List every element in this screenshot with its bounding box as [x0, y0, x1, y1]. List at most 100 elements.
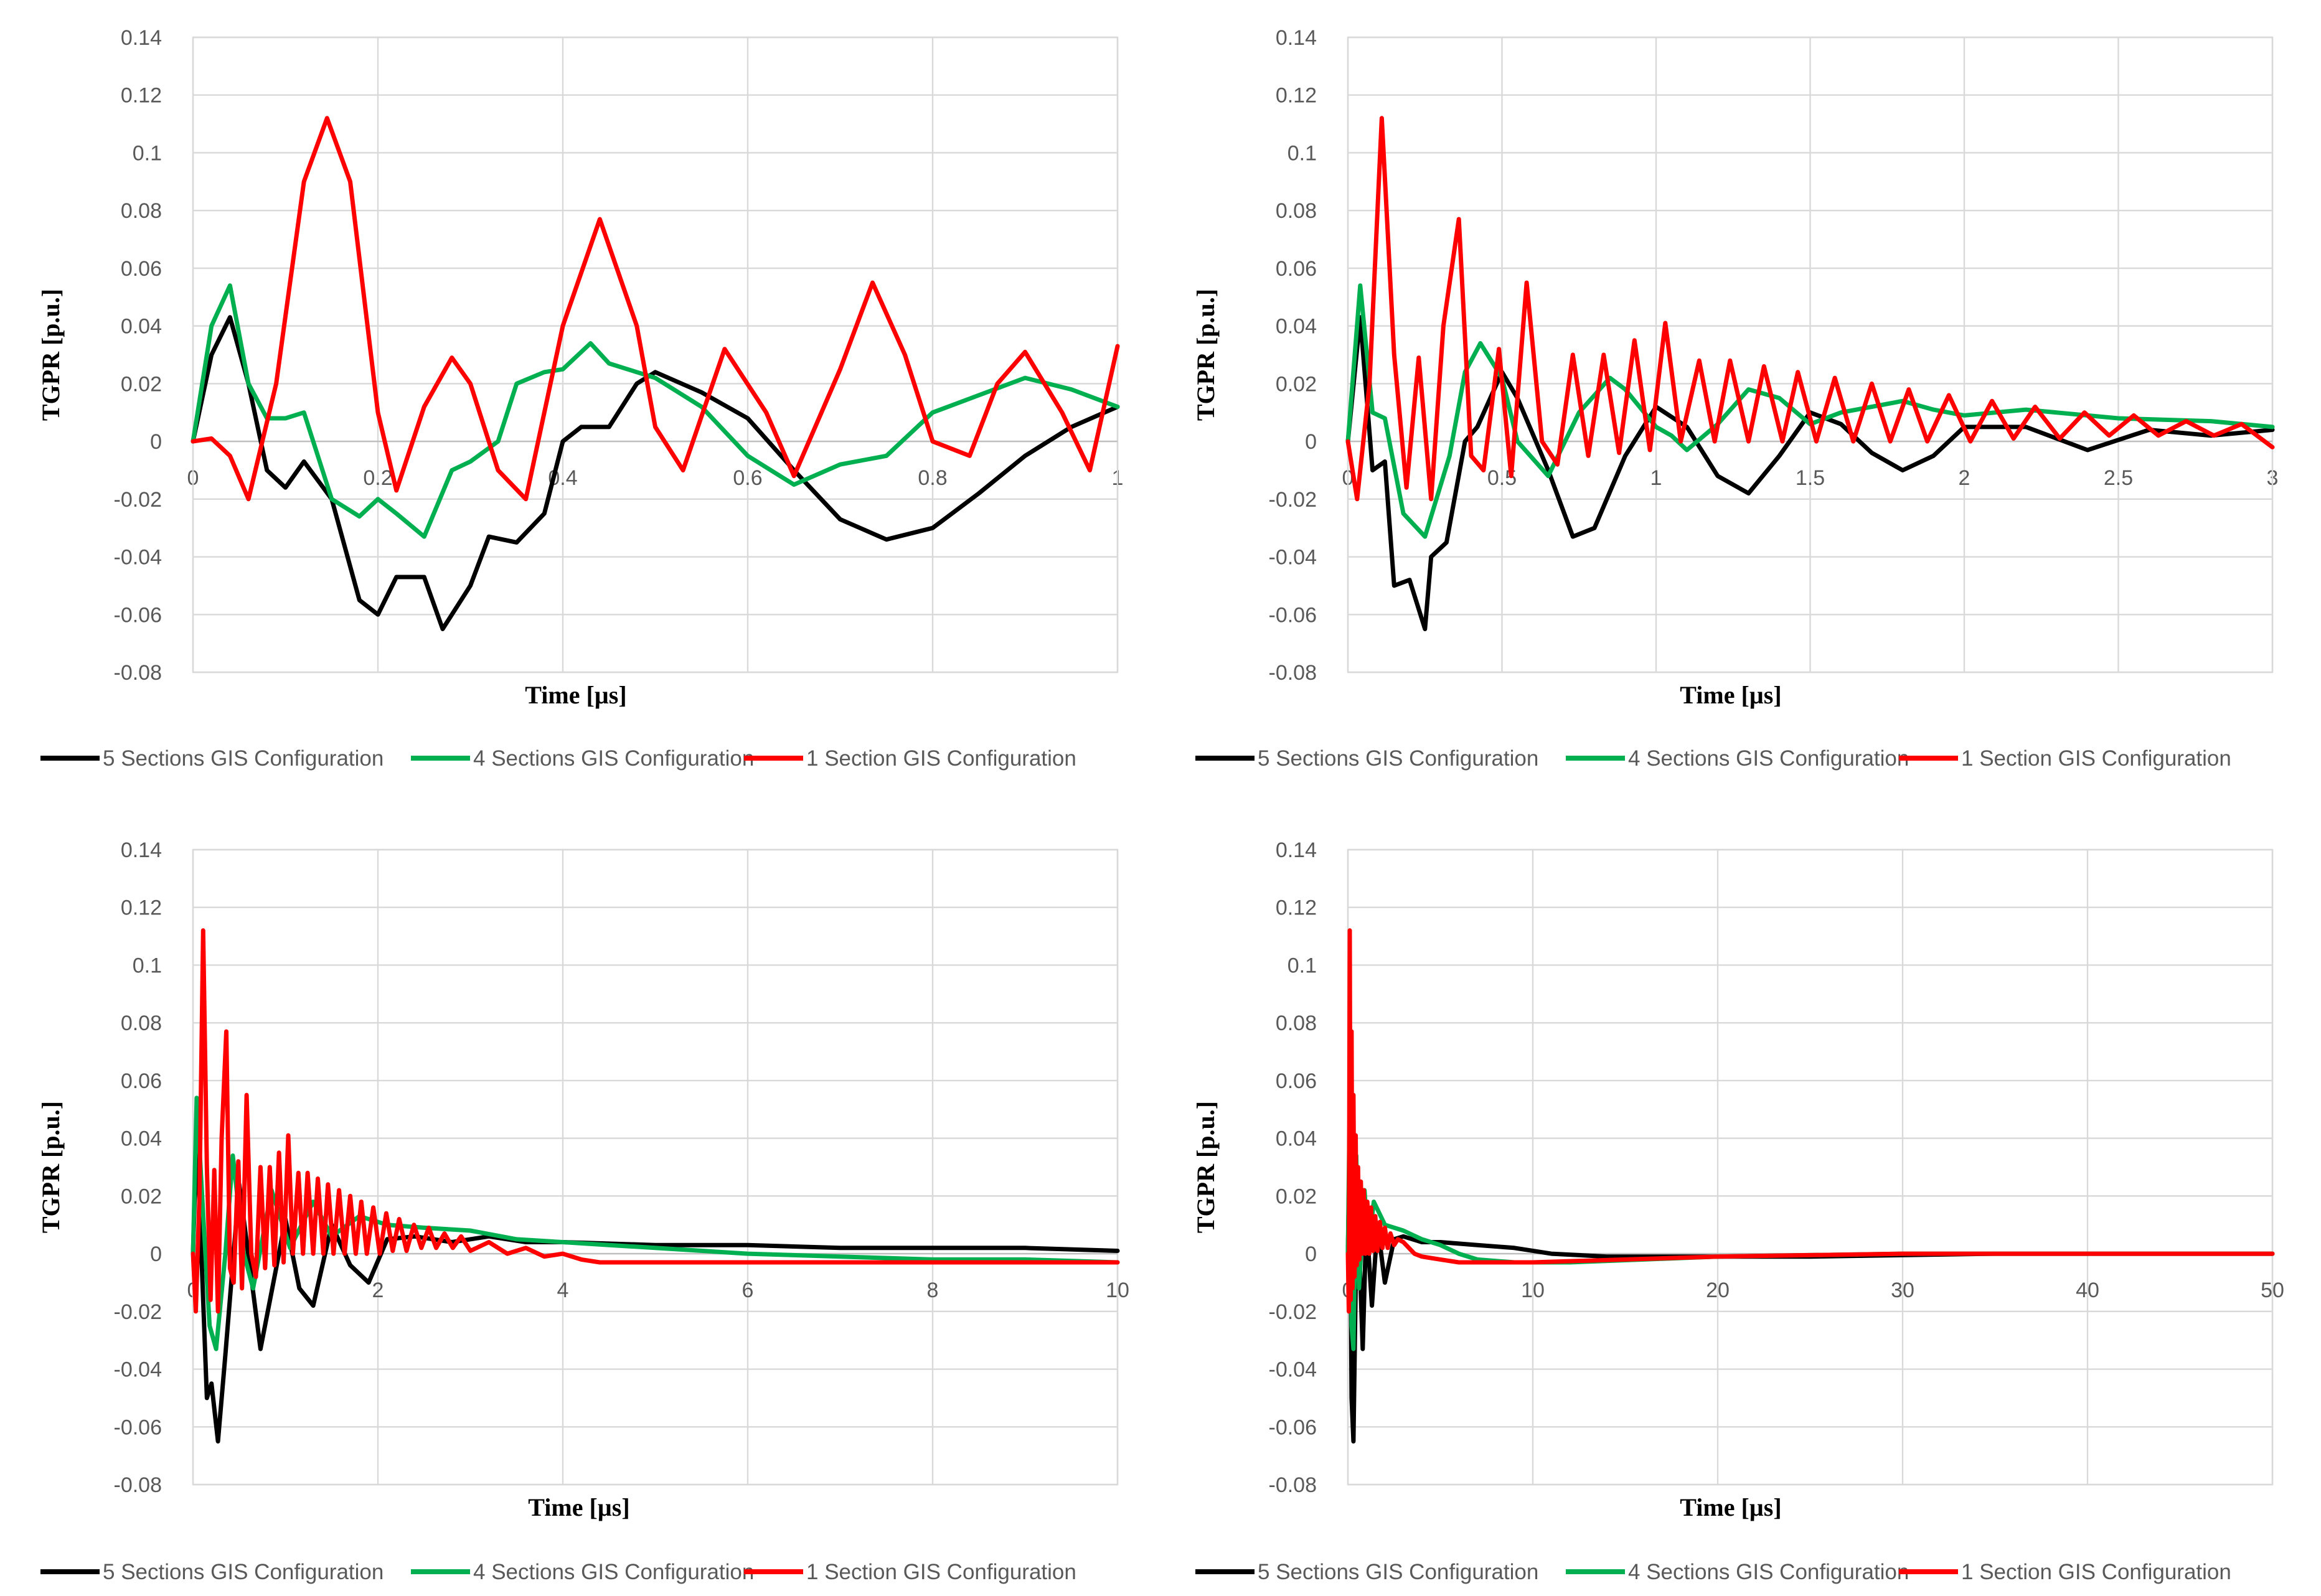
y-tick-label: 0.14 — [121, 26, 162, 50]
series-line-3 — [1345, 116, 2275, 502]
y-tick-label: 0.1 — [1288, 141, 1317, 165]
series-line-3 — [191, 116, 1120, 502]
legend-label: 1 Section GIS Configuration — [806, 746, 1076, 771]
y-tick-label: -0.06 — [1269, 1415, 1317, 1439]
y-tick-label: 0.08 — [121, 1012, 162, 1035]
series-line-1 — [191, 1127, 1120, 1443]
series-line-1 — [1345, 1127, 2275, 1443]
y-tick-label: 0.04 — [121, 315, 162, 339]
y-tick-label: 0.06 — [121, 1069, 162, 1093]
y-tick-label: 0.14 — [1276, 838, 1317, 862]
x-tick-label: 30 — [1891, 1279, 1914, 1302]
series-line-1 — [1345, 315, 2275, 631]
chart-panel-1: 0.14 0.12 0.1 0.08 0.06 0.04 0.02 0 -0.02 -0.04 -0… — [37, 26, 1123, 771]
plot-area — [1347, 848, 2274, 1486]
x-axis-title: Time [µs] — [1680, 681, 1781, 709]
legend-label: 4 Sections GIS Configuration — [473, 746, 754, 771]
x-tick-label: 1.5 — [1796, 466, 1825, 490]
y-tick-label: 0.12 — [1276, 84, 1317, 108]
legend-label: 5 Sections GIS Configuration — [103, 746, 384, 771]
y-tick-label: -0.04 — [1269, 546, 1317, 570]
y-axis-title: TGPR [p.u.] — [1192, 1101, 1220, 1233]
x-tick-label: 40 — [2076, 1279, 2099, 1302]
x-tick-label: 0.6 — [733, 466, 762, 490]
y-tick-label: 0.02 — [121, 372, 162, 396]
y-tick-label: 0.04 — [121, 1127, 162, 1151]
y-tick-label: 0 — [150, 430, 162, 454]
legend: 5 Sections GIS Configuration 4 Sections G… — [40, 746, 1076, 771]
legend-label: 1 Section GIS Configuration — [1961, 746, 2231, 771]
y-tick-label: 0.02 — [121, 1185, 162, 1208]
x-tick-label: 6 — [742, 1279, 754, 1302]
series-line-3 — [1345, 928, 2275, 1314]
y-tick-label: 0.06 — [121, 257, 162, 281]
y-tick-label: -0.02 — [114, 488, 162, 512]
x-tick-label: 0.8 — [918, 466, 947, 490]
series-line-3 — [191, 928, 1120, 1314]
x-tick-label: 20 — [1706, 1279, 1730, 1302]
y-tick-label: -0.08 — [114, 1473, 162, 1497]
legend-label: 1 Section GIS Configuration — [1961, 1560, 2231, 1584]
x-tick-label: 1 — [1650, 466, 1662, 490]
y-tick-label: 0.08 — [1276, 199, 1317, 223]
x-tick-label: 10 — [1521, 1279, 1545, 1302]
legend-label: 5 Sections GIS Configuration — [103, 1560, 384, 1584]
y-tick-label: 0.02 — [1276, 372, 1317, 396]
y-tick-label: 0.1 — [133, 141, 162, 165]
y-tick-label: -0.02 — [114, 1300, 162, 1324]
series-line-2 — [1345, 283, 2275, 539]
y-tick-label: -0.02 — [1269, 488, 1317, 512]
y-tick-label: 0.08 — [121, 199, 162, 223]
series-line-1 — [191, 315, 1120, 631]
legend-label: 4 Sections GIS Configuration — [473, 1560, 754, 1584]
y-tick-label: 0.06 — [1276, 257, 1317, 281]
y-tick-label: 0 — [1305, 430, 1317, 454]
y-tick-label: -0.02 — [1269, 1300, 1317, 1324]
y-tick-label: 0.02 — [1276, 1185, 1317, 1208]
y-tick-label: -0.06 — [114, 603, 162, 627]
y-tick-label: -0.08 — [1269, 661, 1317, 685]
y-tick-label: -0.08 — [1269, 1473, 1317, 1497]
legend-label: 5 Sections GIS Configuration — [1258, 746, 1538, 771]
y-tick-label: 0.06 — [1276, 1069, 1317, 1093]
y-tick-label: -0.06 — [114, 1415, 162, 1439]
y-tick-label: -0.08 — [114, 661, 162, 685]
y-tick-label: 0.12 — [1276, 896, 1317, 920]
legend-label: 4 Sections GIS Configuration — [1628, 1560, 1909, 1584]
y-tick-label: 0.14 — [1276, 26, 1317, 50]
chart-panel-3: 0.14 0.12 0.1 0.08 0.06 0.04 0.02 0 -0.02 -0.04 -0… — [37, 838, 1129, 1584]
plot-area — [192, 848, 1119, 1486]
y-tick-label: 0.12 — [121, 896, 162, 920]
y-tick-label: 0.14 — [121, 838, 162, 862]
y-tick-label: -0.06 — [1269, 603, 1317, 627]
chart-panel-4: 0.14 0.12 0.1 0.08 0.06 0.04 0.02 0 -0.02 -0.04 -0… — [1192, 838, 2284, 1584]
x-tick-label: 2 — [372, 1279, 384, 1302]
x-axis-title: Time [µs] — [528, 1493, 629, 1521]
y-tick-label: -0.04 — [114, 1358, 162, 1382]
y-tick-label: 0.04 — [1276, 315, 1317, 339]
chart-panel-2: 0.14 0.12 0.1 0.08 0.06 0.04 0.02 0 -0.02 -0.04 -0… — [1192, 26, 2278, 771]
series-line-2 — [191, 283, 1120, 539]
legend: 5 Sections GIS Configuration 4 Sections G… — [1195, 1560, 2231, 1584]
plot-area — [1347, 36, 2274, 674]
x-axis-title: Time [µs] — [525, 681, 626, 709]
y-tick-label: 0 — [1305, 1242, 1317, 1266]
legend: 5 Sections GIS Configuration 4 Sections G… — [40, 1560, 1076, 1584]
y-tick-label: 0.08 — [1276, 1012, 1317, 1035]
y-tick-label: 0.12 — [121, 84, 162, 108]
y-tick-label: -0.04 — [114, 546, 162, 570]
legend-label: 4 Sections GIS Configuration — [1628, 746, 1909, 771]
y-axis-title: TGPR [p.u.] — [37, 289, 65, 421]
x-tick-label: 2.5 — [2104, 466, 2133, 490]
y-axis-title: TGPR [p.u.] — [37, 1101, 65, 1233]
y-tick-label: 0 — [150, 1242, 162, 1266]
y-tick-label: 0.1 — [133, 954, 162, 977]
y-tick-label: 0.1 — [1288, 954, 1317, 977]
y-axis-title: TGPR [p.u.] — [1192, 289, 1220, 421]
legend: 5 Sections GIS Configuration 4 Sections G… — [1195, 746, 2231, 771]
legend-label: 5 Sections GIS Configuration — [1258, 1560, 1538, 1584]
y-tick-label: -0.04 — [1269, 1358, 1317, 1382]
x-tick-label: 8 — [927, 1279, 939, 1302]
x-tick-label: 2 — [1959, 466, 1970, 490]
x-tick-label: 0.2 — [363, 466, 392, 490]
